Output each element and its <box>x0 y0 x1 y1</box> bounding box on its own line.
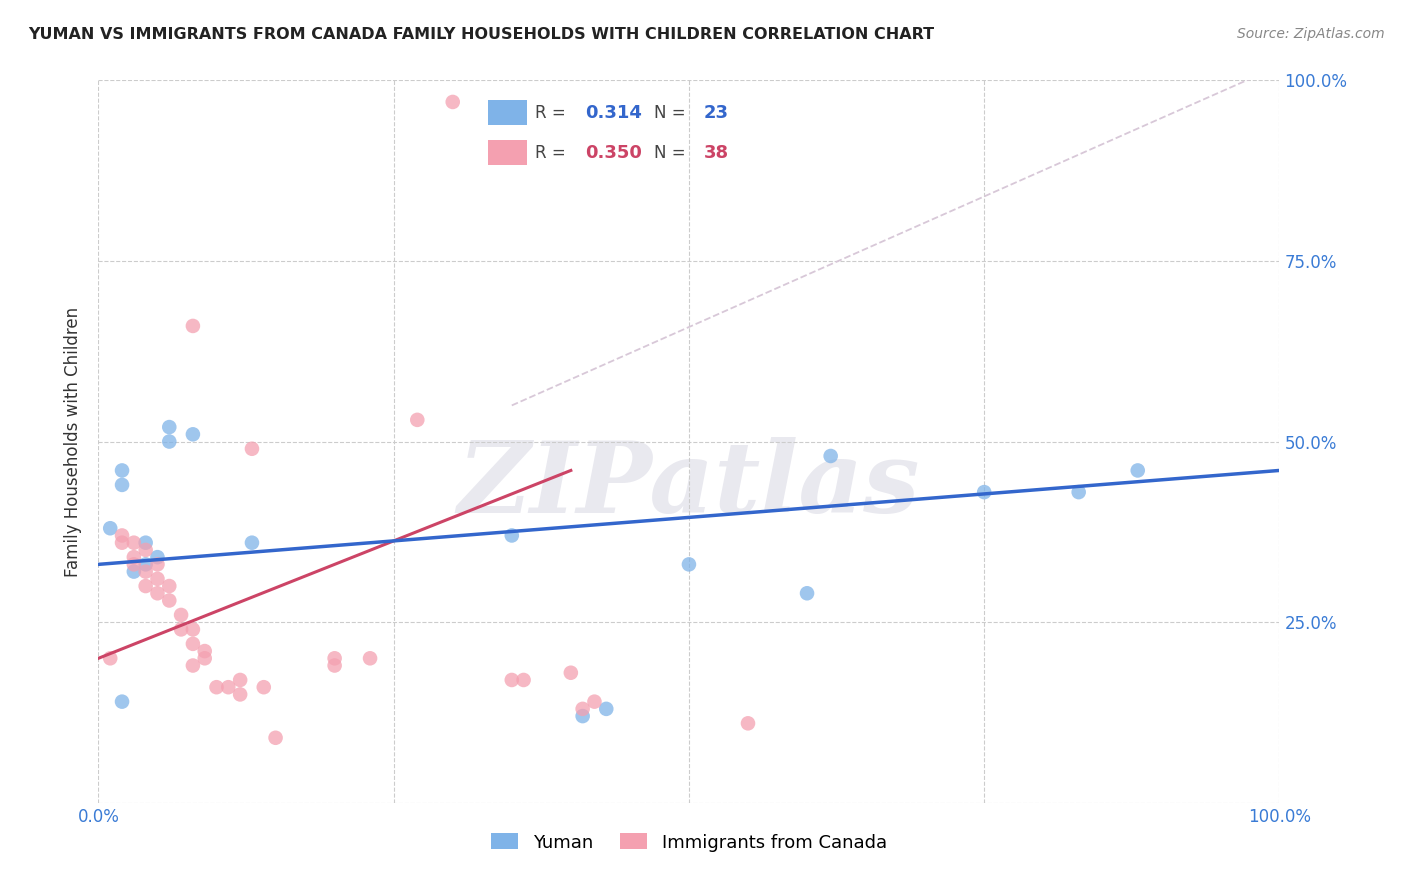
Text: YUMAN VS IMMIGRANTS FROM CANADA FAMILY HOUSEHOLDS WITH CHILDREN CORRELATION CHAR: YUMAN VS IMMIGRANTS FROM CANADA FAMILY H… <box>28 27 934 42</box>
Point <box>157 420 180 434</box>
Point <box>170 623 193 637</box>
Point <box>194 644 217 658</box>
Point <box>229 687 252 701</box>
Point <box>98 521 121 535</box>
Point <box>323 651 346 665</box>
Point <box>111 478 134 492</box>
Point <box>122 558 145 572</box>
Point <box>406 413 429 427</box>
Point <box>146 558 169 572</box>
Point <box>229 673 252 687</box>
Point <box>135 542 157 557</box>
Point <box>135 558 157 572</box>
Point <box>135 565 157 579</box>
Point <box>571 709 593 723</box>
Point <box>217 680 239 694</box>
Y-axis label: Family Households with Children: Family Households with Children <box>65 307 83 576</box>
Point <box>678 558 700 572</box>
Point <box>571 702 593 716</box>
Point <box>146 550 169 565</box>
Point <box>111 535 134 549</box>
Point <box>122 565 145 579</box>
Point <box>181 318 204 333</box>
Point <box>595 702 617 716</box>
Text: Source: ZipAtlas.com: Source: ZipAtlas.com <box>1237 27 1385 41</box>
Point <box>122 550 145 565</box>
Point <box>501 528 523 542</box>
Point <box>111 695 134 709</box>
Point <box>111 528 134 542</box>
Point <box>135 535 157 549</box>
Point <box>441 95 464 109</box>
Point <box>359 651 381 665</box>
Point <box>157 434 180 449</box>
Point <box>240 535 263 549</box>
Point <box>820 449 842 463</box>
Legend: Yuman, Immigrants from Canada: Yuman, Immigrants from Canada <box>484 826 894 859</box>
Point <box>170 607 193 622</box>
Point <box>1126 463 1149 477</box>
Point <box>135 579 157 593</box>
Point <box>146 586 169 600</box>
Point <box>560 665 582 680</box>
Point <box>98 651 121 665</box>
Point <box>181 427 204 442</box>
Point <box>181 658 204 673</box>
Point <box>157 593 180 607</box>
Point <box>501 673 523 687</box>
Point <box>157 579 180 593</box>
Point <box>973 485 995 500</box>
Text: ZIPatlas: ZIPatlas <box>458 437 920 533</box>
Point <box>1067 485 1090 500</box>
Point <box>111 463 134 477</box>
Point <box>181 637 204 651</box>
Point <box>583 695 606 709</box>
Point <box>194 651 217 665</box>
Point <box>122 535 145 549</box>
Point <box>323 658 346 673</box>
Point <box>512 673 534 687</box>
Point <box>737 716 759 731</box>
Point <box>796 586 818 600</box>
Point <box>205 680 228 694</box>
Point <box>240 442 263 456</box>
Point <box>253 680 276 694</box>
Point <box>146 572 169 586</box>
Point <box>181 623 204 637</box>
Point <box>264 731 287 745</box>
